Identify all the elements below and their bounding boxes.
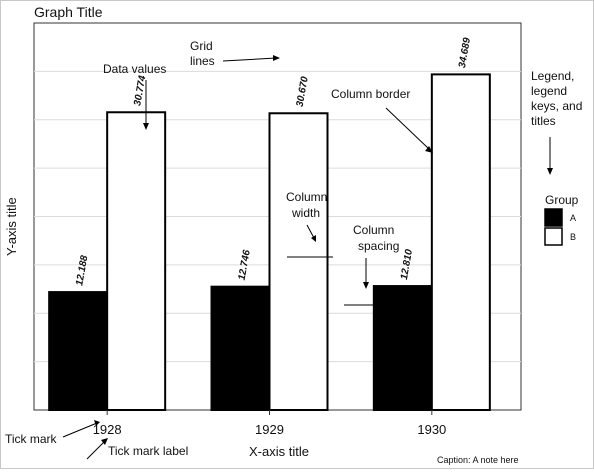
annotation-tick-mark: Tick mark bbox=[5, 432, 58, 446]
annotation-tick-mark-label-arrowhead bbox=[101, 438, 108, 445]
annotation-legend-2: legend bbox=[531, 84, 567, 98]
annotation-data-values-arrowhead bbox=[143, 123, 149, 130]
annotation-column-width-1: Column bbox=[286, 190, 327, 204]
value-label: 12.188 bbox=[74, 254, 90, 286]
legend-key-a bbox=[544, 208, 563, 227]
annotation-data-values: Data values bbox=[103, 62, 166, 76]
legend-label-b: B bbox=[570, 232, 576, 242]
bar-a-1930 bbox=[372, 285, 433, 412]
bar-b-1929 bbox=[268, 112, 329, 411]
caption: Caption: A note here bbox=[437, 455, 519, 465]
annotation-column-border-arrowhead bbox=[425, 146, 433, 153]
annotation-legend-1: Legend, bbox=[531, 69, 574, 83]
x-ticks-group: 1928 1929 1930 bbox=[93, 410, 446, 437]
annotation-column-border: Column border bbox=[331, 87, 410, 101]
legend-label-a: A bbox=[570, 213, 576, 223]
annotation-column-width-2: width bbox=[291, 206, 320, 220]
annotation-grid-arrow bbox=[222, 57, 277, 62]
annotation-tick-mark-arrow bbox=[62, 422, 98, 438]
value-label: 30.774 bbox=[132, 74, 148, 106]
bar-b-1930 bbox=[430, 73, 491, 412]
value-label: 30.670 bbox=[295, 75, 311, 107]
annotation-tick-mark-label-arrow bbox=[86, 440, 106, 460]
bar-a-1929 bbox=[210, 285, 271, 412]
annotation-legend-3: keys, and bbox=[531, 99, 582, 113]
chart-title: Graph Title bbox=[34, 4, 103, 20]
annotation-grid-arrowhead bbox=[273, 55, 280, 61]
value-label: 12.746 bbox=[237, 249, 253, 281]
annotation-column-width-arrow bbox=[306, 224, 315, 239]
annotation-tick-mark-label: Tick mark label bbox=[108, 444, 188, 458]
legend: AB bbox=[544, 208, 576, 246]
annotation-column-border-arrow bbox=[385, 107, 430, 150]
y-axis-title: Y-axis title bbox=[4, 197, 19, 256]
x-tick-label: 1930 bbox=[417, 422, 446, 437]
legend-key-b bbox=[544, 227, 563, 246]
annotation-grid-label-1: Grid bbox=[190, 39, 213, 53]
annotation-column-spacing-arrowhead bbox=[363, 282, 369, 289]
annotation-column-spacing-1: Column bbox=[353, 223, 394, 237]
bar-b-1928 bbox=[106, 111, 167, 412]
annotation-column-spacing-2: spacing bbox=[358, 239, 399, 253]
value-label: 34.689 bbox=[457, 36, 473, 68]
x-tick-label: 1928 bbox=[93, 422, 122, 437]
annotation-grid-label-2: lines bbox=[190, 54, 215, 68]
annotation-legend-arrowhead bbox=[547, 168, 553, 175]
annotation-legend-4: titles bbox=[531, 114, 556, 128]
value-label: 12.810 bbox=[399, 248, 415, 280]
value-labels-group: 12.188 30.774 12.746 30.670 12.810 34.689 bbox=[74, 36, 473, 286]
x-tick-label: 1929 bbox=[255, 422, 284, 437]
annotation-column-width-arrowhead bbox=[311, 235, 316, 242]
annotation-tick-mark-arrowhead bbox=[94, 420, 100, 426]
x-axis-title: X-axis title bbox=[249, 444, 309, 459]
bars-group bbox=[48, 73, 491, 412]
bar-a-1928 bbox=[48, 291, 109, 411]
legend-title: Group bbox=[545, 193, 579, 207]
